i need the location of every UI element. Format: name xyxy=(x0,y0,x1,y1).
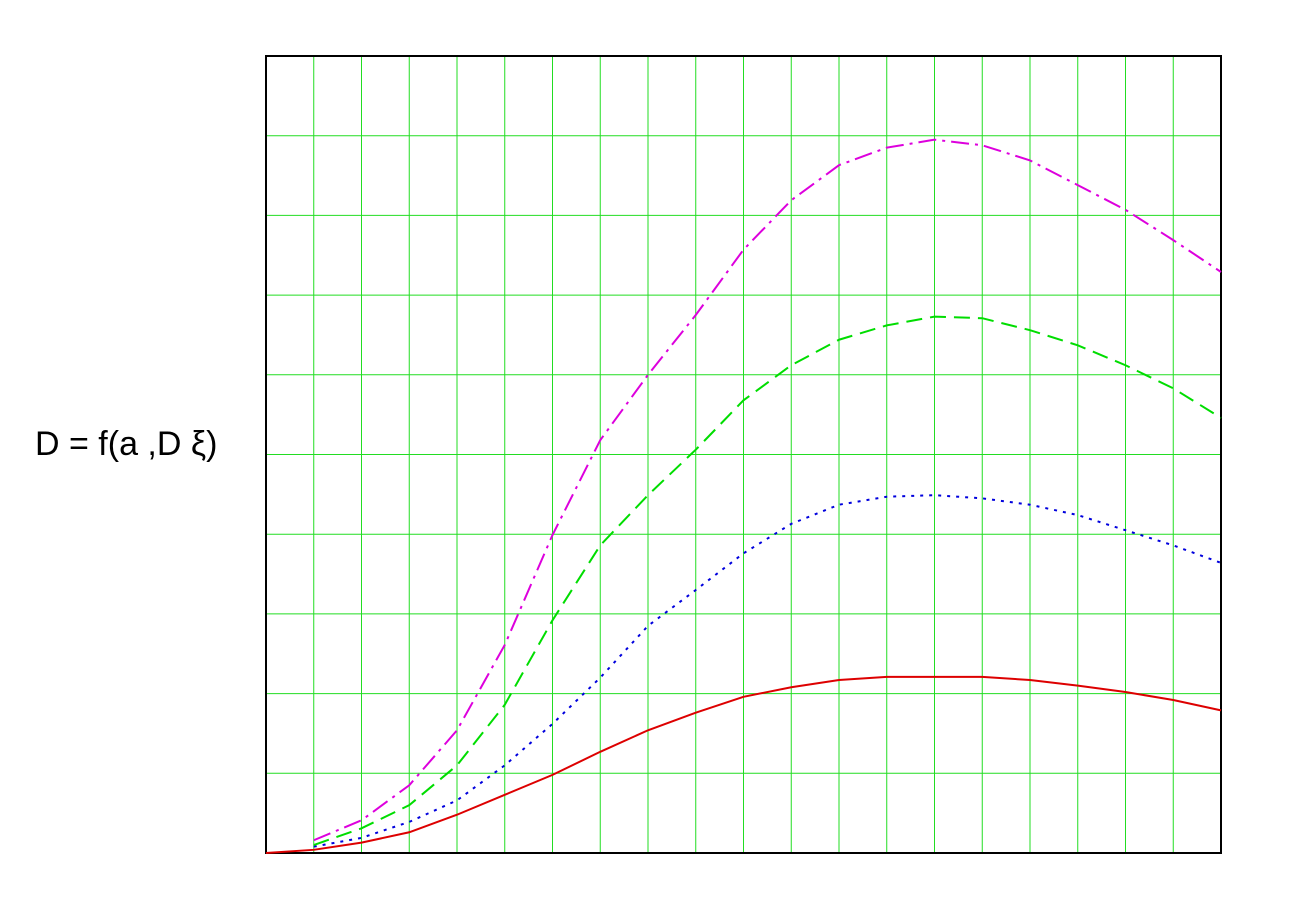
plot-frame xyxy=(265,55,1222,854)
data-line xyxy=(313,138,1222,842)
y-axis-label: D = f(a ,D ξ) xyxy=(35,425,217,463)
data-line xyxy=(313,315,1222,846)
data-line xyxy=(313,494,1222,848)
data-line xyxy=(265,675,1222,854)
